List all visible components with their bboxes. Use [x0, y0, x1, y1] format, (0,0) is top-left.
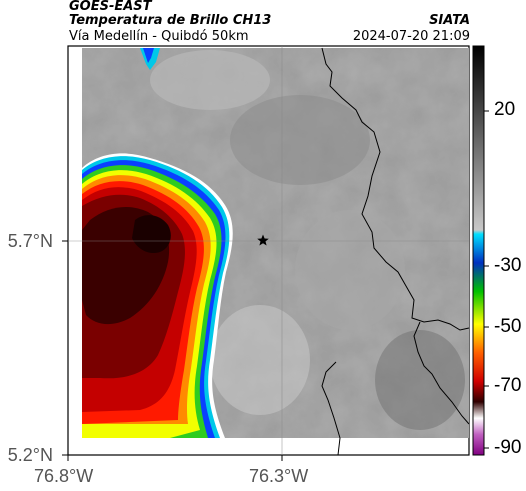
- lon-tick-label: 76.8°W: [34, 466, 94, 486]
- datetime-label: 2024-07-20 21:09: [352, 29, 470, 44]
- colorbar: [472, 45, 485, 456]
- axis-ticks: [62, 240, 283, 461]
- colorbar-tick-label: -90: [494, 437, 522, 458]
- boundary-lines: [321, 47, 470, 456]
- satellite-name: GOES-EAST: [69, 0, 152, 14]
- star-icon: [257, 234, 269, 246]
- colorbar-tick-label: -30: [494, 255, 522, 276]
- lon-tick-label: 76.3°W: [249, 466, 309, 486]
- colorbar-tick-label: 20: [494, 99, 516, 120]
- source-label: SIATA: [429, 13, 470, 28]
- colorbar-ticks: [484, 110, 489, 449]
- colorbar-tick-label: -70: [494, 375, 522, 396]
- route-label: Vía Medellín - Quibdó 50km: [69, 29, 249, 44]
- lat-tick-label: 5.7°N: [7, 231, 53, 251]
- product-title: Temperatura de Brillo CH13: [69, 13, 272, 28]
- cold-cloud-system: [82, 153, 233, 438]
- graticule: [68, 46, 469, 455]
- colorbar-tick-label: -50: [494, 316, 522, 337]
- cold-top-patch: [140, 48, 160, 70]
- lat-tick-label: 5.2°N: [7, 445, 53, 465]
